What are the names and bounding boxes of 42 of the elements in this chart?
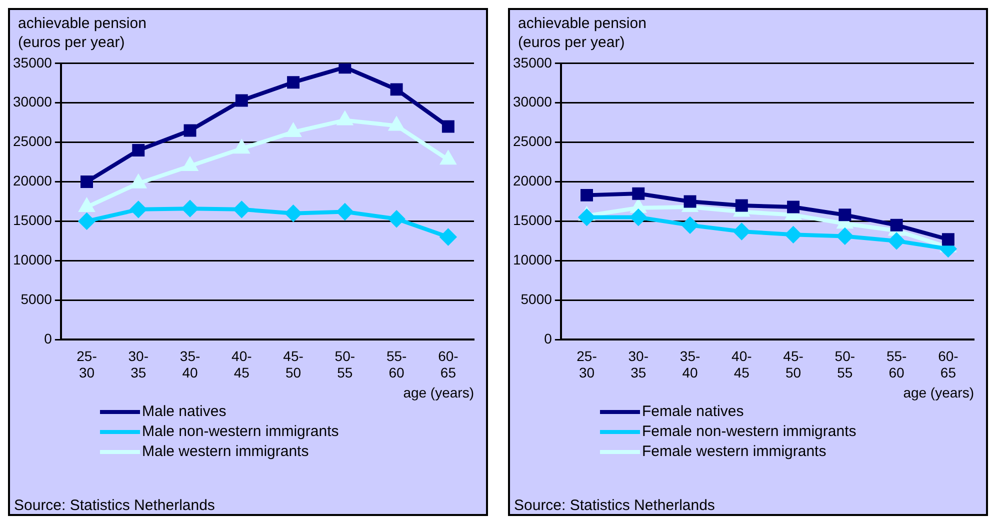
x-tick-label: 35-40 <box>680 348 700 381</box>
y-tick-label: 20000 <box>12 172 52 189</box>
y-tick-label: 35000 <box>512 54 552 70</box>
y-tick-label: 25000 <box>12 133 52 150</box>
y-axis-title: achievable pension (euros per year) <box>517 14 648 52</box>
x-tick-label: 25-30 <box>576 348 598 381</box>
legend-label: Female western immigrants <box>642 442 826 462</box>
x-axis-title: age (years) <box>903 384 974 400</box>
y-tick-label: 10000 <box>512 252 552 268</box>
x-tick-label: 45-50 <box>783 348 804 381</box>
x-tick-label: 60-65 <box>938 348 959 381</box>
x-axis-title: age (years) <box>403 384 474 400</box>
x-tick-label: 50-55 <box>334 348 356 381</box>
x-tick-label: 30-35 <box>628 348 649 381</box>
y-tick-label: 0 <box>544 330 552 346</box>
y-tick-label: 0 <box>44 330 52 346</box>
y-axis-title: achievable pension (euros per year) <box>17 14 148 52</box>
legend-label: Male non-western immigrants <box>142 422 339 442</box>
y-tick-label: 10000 <box>12 252 52 268</box>
x-tick-label: 40-45 <box>232 348 252 381</box>
y-tick-label: 5000 <box>20 291 52 307</box>
y-tick-label: 5000 <box>520 291 552 307</box>
source-note: Source: Statistics Netherlands <box>514 497 715 514</box>
y-tick-label: 15000 <box>512 212 552 228</box>
legend-label: Female non-western immigrants <box>642 422 856 442</box>
x-tick-label: 40-45 <box>732 348 752 381</box>
y-tick-label: 15000 <box>12 212 52 228</box>
legend-label: Female natives <box>642 402 744 422</box>
x-tick-label: 30-35 <box>128 348 149 381</box>
y-tick-label: 25000 <box>512 133 552 150</box>
legend-label: Male natives <box>142 402 226 422</box>
legend-label: Male western immigrants <box>142 442 309 462</box>
x-tick-label: 25-30 <box>76 348 98 381</box>
y-tick-label: 35000 <box>12 54 52 70</box>
x-tick-label: 35-40 <box>180 348 200 381</box>
y-tick-label: 20000 <box>512 172 552 189</box>
y-tick-label: 30000 <box>12 94 52 110</box>
source-note: Source: Statistics Netherlands <box>14 497 215 514</box>
x-tick-label: 50-55 <box>834 348 856 381</box>
x-tick-label: 60-65 <box>438 348 459 381</box>
x-tick-label: 45-50 <box>283 348 304 381</box>
y-tick-label: 30000 <box>512 94 552 110</box>
